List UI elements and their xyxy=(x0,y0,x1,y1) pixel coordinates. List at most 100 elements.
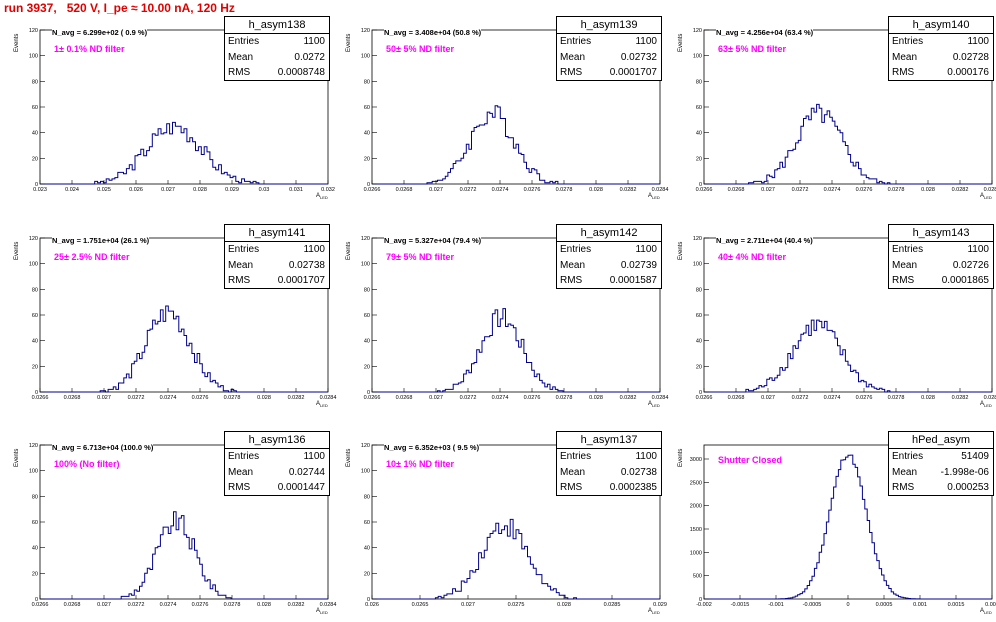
x-tick-label: 0.0284 xyxy=(984,395,996,401)
x-axis-symbol: A xyxy=(316,193,321,199)
histogram-line xyxy=(372,105,660,185)
stats-row-entries: Entries 1100 xyxy=(889,242,993,258)
stats-key: Mean xyxy=(560,51,586,63)
x-tick-label: 0.0272 xyxy=(792,187,809,193)
x-tick-label: 0.0272 xyxy=(128,395,145,401)
x-axis-label: ALED xyxy=(316,193,328,200)
x-tick-label: 0.0284 xyxy=(652,187,669,193)
y-tick-label: 40 xyxy=(32,339,38,345)
stats-value: 1100 xyxy=(635,451,657,462)
y-tick-label: 80 xyxy=(364,287,370,293)
y-tick-label: 60 xyxy=(696,105,702,111)
x-tick-label: 0.028 xyxy=(557,602,571,608)
x-tick-label: 0.028 xyxy=(257,395,271,401)
x-tick-label: 0.0278 xyxy=(556,395,573,401)
navg-label: N_avg = 4.256e+04 (63.4 %) xyxy=(716,28,814,37)
y-tick-label: 1000 xyxy=(690,550,702,556)
stats-row-entries: Entries 1100 xyxy=(557,449,661,465)
x-tick-label: 0.0266 xyxy=(32,395,49,401)
x-tick-label: 0.0268 xyxy=(728,187,745,193)
stats-box: hPed_asym Entries 51409 Mean -1.998e-06 RMS 0.… xyxy=(888,431,994,496)
histogram-panel-h_asym142: 0.0266 0.0268 0.027 0.0272 0.0274 0.0276 0.027… xyxy=(340,224,669,414)
histogram-name: h_asym141 xyxy=(225,225,329,242)
stats-value: -1.998e-06 xyxy=(940,466,989,478)
stats-key: Mean xyxy=(228,466,254,478)
stats-key: RMS xyxy=(560,67,583,78)
y-tick-label: 100 xyxy=(29,54,38,60)
stats-value: 0.0001447 xyxy=(277,482,325,493)
y-tick-label: 0 xyxy=(35,390,38,396)
y-tick-label: 100 xyxy=(693,262,702,268)
histogram-line xyxy=(40,121,328,185)
stats-key: RMS xyxy=(892,482,915,493)
stats-key: RMS xyxy=(560,482,583,493)
x-tick-label: 0.0282 xyxy=(952,187,969,193)
stats-box: h_asym136 Entries 1100 Mean 0.02744 RMS 0.0001… xyxy=(224,431,330,496)
x-axis-subscript: LED xyxy=(320,403,328,409)
stats-key: RMS xyxy=(228,275,251,286)
stats-row-mean: Mean 0.02738 xyxy=(557,465,661,481)
x-tick-label: 0.0266 xyxy=(364,395,381,401)
stats-box: h_asym137 Entries 1100 Mean 0.02738 RMS 0.0002… xyxy=(556,431,662,496)
stats-row-entries: Entries 1100 xyxy=(557,34,661,50)
x-tick-label: 0.0274 xyxy=(160,395,177,401)
stats-key: Mean xyxy=(892,259,918,271)
y-tick-label: 3000 xyxy=(690,457,702,463)
x-axis-subscript: LED xyxy=(984,403,992,409)
histogram-name: h_asym142 xyxy=(557,225,661,242)
stats-value: 0.0008748 xyxy=(277,67,325,78)
histogram-plot: 0.0266 0.0268 0.027 0.0272 0.0274 0.0276 0.027… xyxy=(361,236,669,401)
filter-label: 40± 4% ND filter xyxy=(718,252,786,262)
y-axis-label: Events xyxy=(14,241,20,260)
x-tick-label: 0.027 xyxy=(429,395,443,401)
filter-label: Shutter Closed xyxy=(718,455,783,465)
histogram-plot: 0.0266 0.0268 0.027 0.0272 0.0274 0.0276 0.027… xyxy=(29,443,337,608)
x-tick-label: 0.0282 xyxy=(288,395,305,401)
stats-row-rms: RMS 0.000253 xyxy=(889,480,993,496)
stats-value: 0.000176 xyxy=(947,67,989,78)
y-tick-label: 100 xyxy=(29,262,38,268)
x-tick-label: 0.0272 xyxy=(460,187,477,193)
stats-key: Mean xyxy=(228,259,254,271)
x-axis-label: ALED xyxy=(648,608,660,615)
y-tick-label: 100 xyxy=(29,469,38,475)
x-tick-label: 0.027 xyxy=(97,602,111,608)
y-axis-label: Events xyxy=(346,448,352,467)
histogram-panel-h_asym141: 0.0266 0.0268 0.027 0.0272 0.0274 0.0276 0.027… xyxy=(8,224,337,414)
histogram-line xyxy=(372,308,660,393)
stats-value: 0.0272 xyxy=(294,51,325,63)
y-tick-label: 120 xyxy=(361,443,370,449)
x-axis-subscript: LED xyxy=(652,610,660,616)
x-tick-label: 0.023 xyxy=(33,187,47,193)
stats-row-mean: Mean -1.998e-06 xyxy=(889,465,993,481)
x-axis-subscript: LED xyxy=(984,610,992,616)
stats-key: Mean xyxy=(560,259,586,271)
stats-key: Entries xyxy=(892,36,924,47)
stats-row-mean: Mean 0.02738 xyxy=(225,258,329,274)
stats-value: 1100 xyxy=(303,36,325,47)
y-tick-label: 80 xyxy=(696,287,702,293)
histogram-line xyxy=(40,305,328,393)
stats-box: h_asym142 Entries 1100 Mean 0.02739 RMS 0.0001… xyxy=(556,224,662,289)
x-axis-symbol: A xyxy=(648,193,653,199)
x-axis-label: ALED xyxy=(980,193,992,200)
x-tick-label: 0.028 xyxy=(193,187,207,193)
stats-value: 0.02739 xyxy=(620,259,657,271)
x-tick-label: 0.0284 xyxy=(320,395,337,401)
filter-label: 100% (No filter) xyxy=(54,459,120,469)
stats-key: RMS xyxy=(560,275,583,286)
x-tick-label: 0.027 xyxy=(97,395,111,401)
histogram-plot: 0.0266 0.0268 0.027 0.0272 0.0274 0.0276 0.027… xyxy=(361,28,669,193)
y-tick-label: 40 xyxy=(696,131,702,137)
y-tick-label: 20 xyxy=(364,571,370,577)
x-tick-label: 0.0274 xyxy=(492,187,509,193)
stats-row-entries: Entries 1100 xyxy=(225,242,329,258)
stats-value: 0.0001587 xyxy=(609,275,657,286)
x-tick-label: 0.0268 xyxy=(64,602,81,608)
x-tick-label: 0.028 xyxy=(921,395,935,401)
x-tick-label: 0.0282 xyxy=(952,395,969,401)
histogram-plot: 0.0266 0.0268 0.027 0.0272 0.0274 0.0276 0.027… xyxy=(29,236,337,401)
stats-row-entries: Entries 1100 xyxy=(225,449,329,465)
stats-row-rms: RMS 0.0001707 xyxy=(225,273,329,289)
stats-value: 0.000253 xyxy=(947,482,989,493)
